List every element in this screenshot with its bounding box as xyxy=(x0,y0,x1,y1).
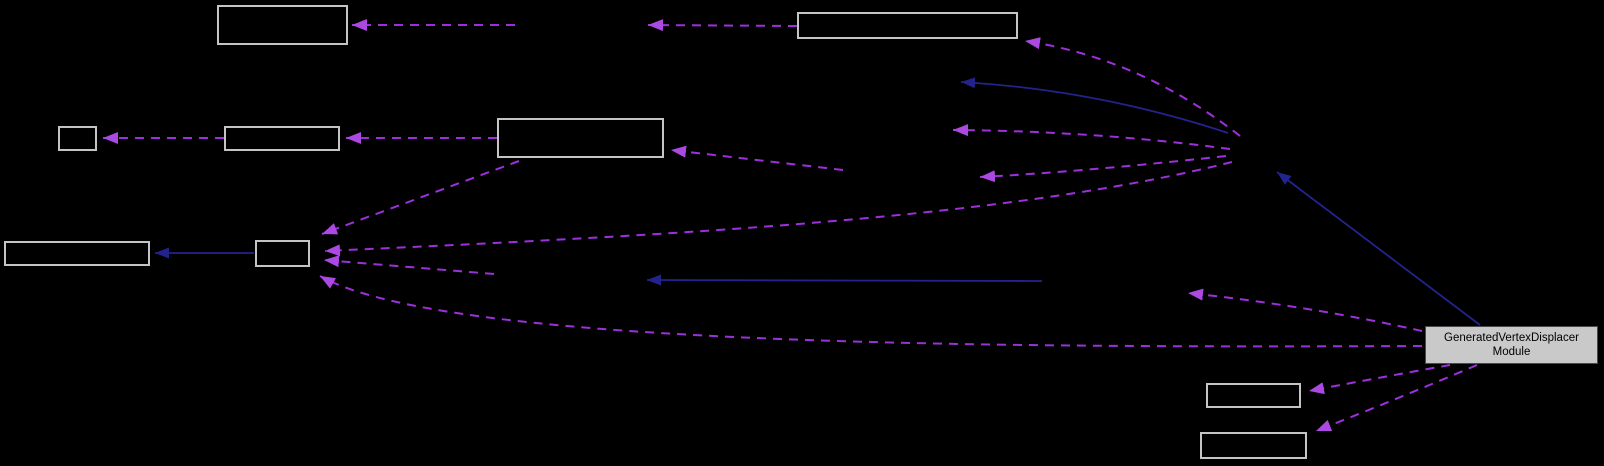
edge-inherit-long-horizontal xyxy=(646,274,1043,286)
edge-usage-to-center-node-right xyxy=(670,145,844,171)
node-small-left[interactable] xyxy=(58,126,97,151)
edge-usage-short-to-hub-small xyxy=(323,255,495,275)
edge-usage-center-to-hub-small-diagonal xyxy=(321,160,520,235)
node-generated-vertex-displacer-module[interactable]: GeneratedVertexDisplacer Module xyxy=(1425,326,1598,364)
edge-usage-from-top-center-node xyxy=(647,19,798,32)
node-top-center[interactable] xyxy=(797,12,1018,39)
edge-usage-hub-to-hub-small-node xyxy=(324,161,1233,257)
edge-usage-hub-row3 xyxy=(979,155,1227,183)
node-hub-small[interactable] xyxy=(255,240,310,267)
edge-usage-module-to-left-row xyxy=(1187,288,1423,332)
node-center-large[interactable] xyxy=(497,118,664,158)
node-wide-left[interactable] xyxy=(4,241,150,266)
edge-usage-module-long-sweep xyxy=(319,275,1423,348)
edge-usage-module-to-bottom-node-1 xyxy=(1308,364,1451,395)
node-mid-left[interactable] xyxy=(224,126,340,151)
edge-usage-hub-row2 xyxy=(952,124,1231,150)
edge-usage-module-to-bottom-node-2 xyxy=(1315,364,1478,432)
edge-inherit-module-to-hub xyxy=(1276,171,1481,326)
edge-usage-hub-to-top-center-corner xyxy=(1024,37,1241,137)
node-bottom-right-1[interactable] xyxy=(1206,383,1301,408)
main-node-label-line1: GeneratedVertexDisplacer xyxy=(1444,332,1579,344)
main-node-label-line2: Module xyxy=(1492,346,1531,358)
node-bottom-right-2[interactable] xyxy=(1200,432,1307,459)
node-top-left[interactable] xyxy=(217,5,348,45)
edge-inherit-hub-row1 xyxy=(960,77,1229,134)
